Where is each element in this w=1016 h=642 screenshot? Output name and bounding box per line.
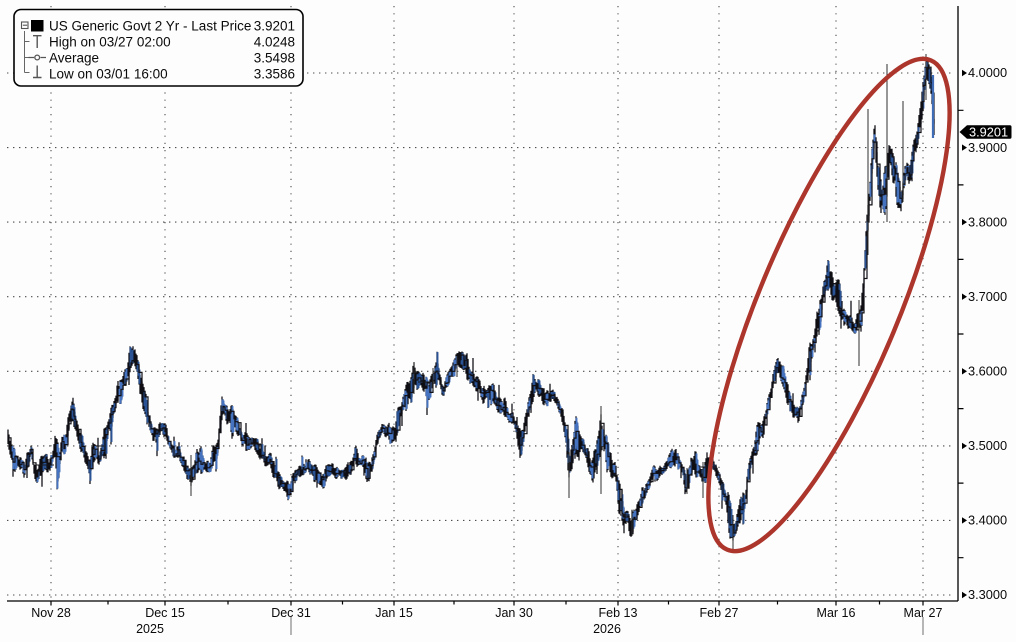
svg-text:3.5000: 3.5000 [968, 438, 1007, 453]
svg-text:Jan 15: Jan 15 [375, 606, 413, 620]
svg-text:2026: 2026 [593, 622, 621, 636]
svg-text:3.9201: 3.9201 [969, 124, 1008, 139]
svg-text:US Generic Govt 2 Yr - Last Pr: US Generic Govt 2 Yr - Last Price [49, 19, 251, 34]
svg-text:Mar 27: Mar 27 [904, 606, 943, 620]
svg-text:3.3000: 3.3000 [968, 587, 1007, 602]
svg-text:2025: 2025 [136, 622, 164, 636]
svg-text:3.5498: 3.5498 [254, 51, 295, 66]
svg-text:High on 03/27 02:00: High on 03/27 02:00 [49, 35, 171, 50]
svg-text:3.6000: 3.6000 [968, 364, 1007, 379]
svg-text:4.0000: 4.0000 [968, 65, 1007, 80]
svg-text:3.7000: 3.7000 [968, 289, 1007, 304]
svg-text:Dec 15: Dec 15 [145, 606, 185, 620]
svg-text:Dec 31: Dec 31 [271, 606, 311, 620]
svg-text:Feb 27: Feb 27 [700, 606, 739, 620]
svg-text:Nov 28: Nov 28 [31, 606, 71, 620]
svg-text:Mar 16: Mar 16 [817, 606, 856, 620]
svg-text:3.9000: 3.9000 [968, 140, 1007, 155]
svg-text:Jan 30: Jan 30 [495, 606, 533, 620]
svg-text:Feb 13: Feb 13 [599, 606, 638, 620]
svg-text:3.4000: 3.4000 [968, 513, 1007, 528]
svg-text:3.3586: 3.3586 [254, 67, 295, 82]
svg-text:4.0248: 4.0248 [254, 35, 295, 50]
svg-text:Average: Average [49, 51, 99, 66]
svg-text:3.8000: 3.8000 [968, 214, 1007, 229]
svg-text:Low on 03/01 16:00: Low on 03/01 16:00 [49, 67, 168, 82]
svg-text:3.9201: 3.9201 [254, 19, 295, 34]
